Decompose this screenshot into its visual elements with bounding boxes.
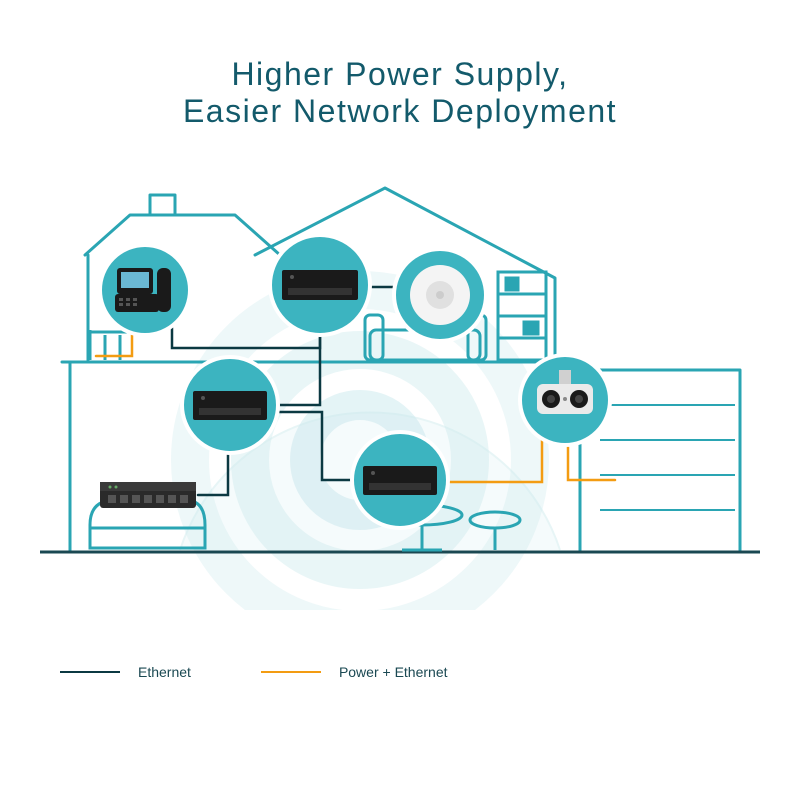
legend-ethernet-label: Ethernet [138,664,191,680]
legend-ethernet: Ethernet [60,664,191,680]
page-title: Higher Power Supply, Easier Network Depl… [0,0,800,130]
node-switch-lower [352,432,448,528]
network-house-diagram [0,180,800,610]
legend-power-ethernet: Power + Ethernet [261,664,448,680]
node-switch-mid [182,357,278,453]
legend-power-swatch [261,671,321,673]
node-switch-upper [270,235,370,335]
legend-ethernet-swatch [60,671,120,673]
garage-lines [600,405,735,510]
title-line-2: Easier Network Deployment [0,93,800,130]
title-line-1: Higher Power Supply, [0,56,800,93]
node-poe-hub [100,482,196,508]
legend: Ethernet Power + Ethernet [60,664,448,680]
house-svg [0,180,800,610]
node-ip-phone [100,245,190,335]
legend-power-ethernet-label: Power + Ethernet [339,664,448,680]
node-access-point [394,249,486,341]
node-ip-camera [520,355,610,445]
